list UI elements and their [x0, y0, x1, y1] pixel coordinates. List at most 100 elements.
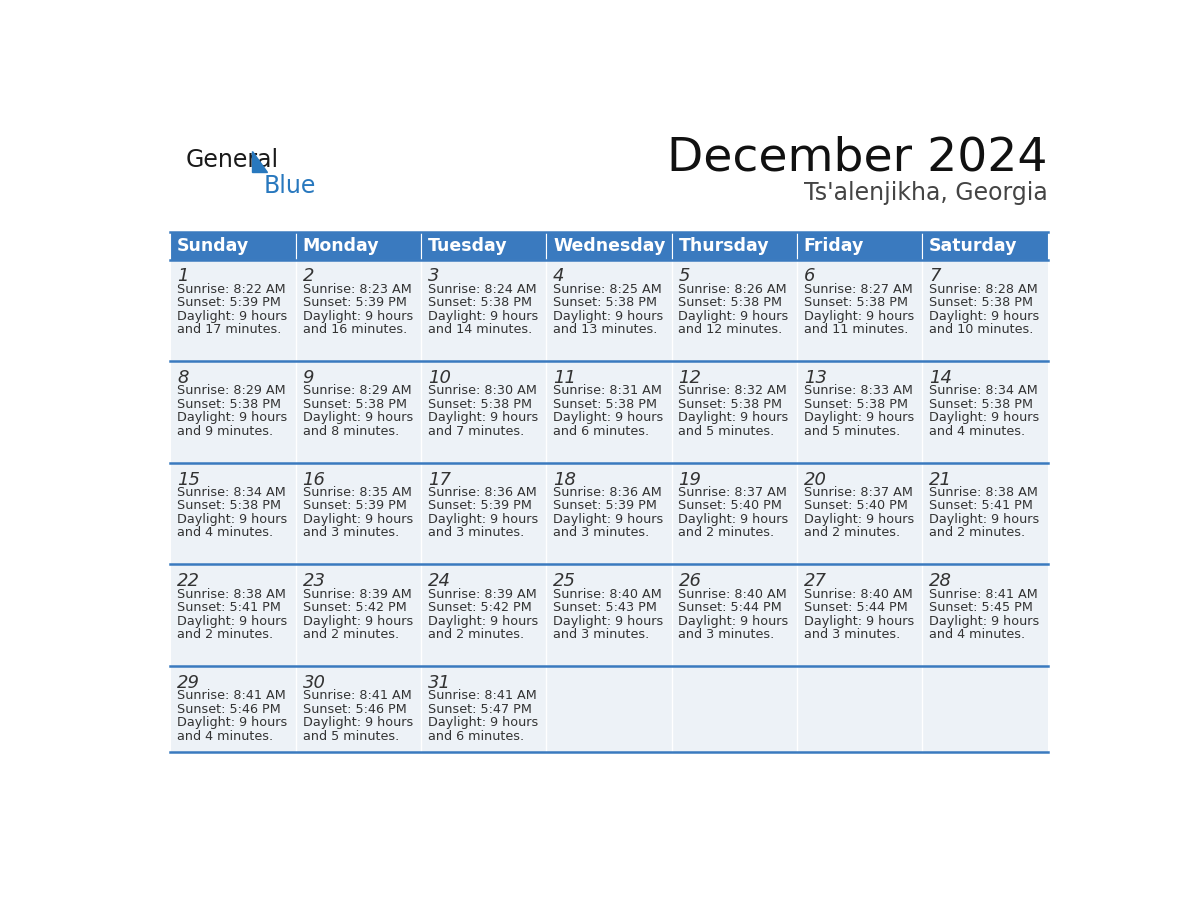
Text: and 4 minutes.: and 4 minutes.: [177, 730, 273, 743]
Text: Daylight: 9 hours: Daylight: 9 hours: [554, 411, 663, 424]
Text: Daylight: 9 hours: Daylight: 9 hours: [428, 513, 538, 526]
Text: 29: 29: [177, 674, 200, 692]
Text: Sunrise: 8:39 AM: Sunrise: 8:39 AM: [428, 588, 537, 600]
Text: Sunset: 5:38 PM: Sunset: 5:38 PM: [678, 297, 783, 309]
Bar: [546, 232, 671, 260]
Bar: [421, 666, 546, 753]
Bar: [170, 666, 296, 753]
Text: and 10 minutes.: and 10 minutes.: [929, 323, 1034, 336]
Text: Sunday: Sunday: [177, 237, 249, 254]
Text: 17: 17: [428, 471, 450, 488]
Bar: [922, 666, 1048, 753]
Text: and 12 minutes.: and 12 minutes.: [678, 323, 783, 336]
Text: and 14 minutes.: and 14 minutes.: [428, 323, 532, 336]
Text: 6: 6: [804, 267, 815, 285]
Text: Sunrise: 8:34 AM: Sunrise: 8:34 AM: [929, 385, 1038, 397]
Text: Sunrise: 8:35 AM: Sunrise: 8:35 AM: [303, 486, 411, 498]
Text: Sunrise: 8:32 AM: Sunrise: 8:32 AM: [678, 385, 788, 397]
Text: Sunset: 5:38 PM: Sunset: 5:38 PM: [303, 397, 406, 410]
Text: and 3 minutes.: and 3 minutes.: [554, 526, 650, 540]
Text: and 6 minutes.: and 6 minutes.: [428, 730, 524, 743]
Text: Blue: Blue: [264, 174, 316, 197]
Text: Sunrise: 8:39 AM: Sunrise: 8:39 AM: [303, 588, 411, 600]
Text: Daylight: 9 hours: Daylight: 9 hours: [804, 614, 914, 628]
Text: Daylight: 9 hours: Daylight: 9 hours: [428, 411, 538, 424]
Text: Sunrise: 8:40 AM: Sunrise: 8:40 AM: [678, 588, 788, 600]
Bar: [170, 565, 296, 666]
Text: Sunset: 5:47 PM: Sunset: 5:47 PM: [428, 702, 532, 716]
Text: 13: 13: [804, 369, 827, 386]
Text: Sunset: 5:41 PM: Sunset: 5:41 PM: [177, 601, 282, 614]
Bar: [296, 463, 421, 565]
Text: Sunset: 5:38 PM: Sunset: 5:38 PM: [177, 397, 282, 410]
Text: Daylight: 9 hours: Daylight: 9 hours: [554, 614, 663, 628]
Text: Daylight: 9 hours: Daylight: 9 hours: [554, 309, 663, 322]
Text: Daylight: 9 hours: Daylight: 9 hours: [177, 309, 287, 322]
Text: Daylight: 9 hours: Daylight: 9 hours: [177, 614, 287, 628]
Bar: [922, 463, 1048, 565]
Text: Sunset: 5:39 PM: Sunset: 5:39 PM: [303, 297, 406, 309]
Text: Daylight: 9 hours: Daylight: 9 hours: [303, 614, 412, 628]
Text: Sunrise: 8:37 AM: Sunrise: 8:37 AM: [678, 486, 788, 498]
Text: Daylight: 9 hours: Daylight: 9 hours: [804, 309, 914, 322]
Text: Sunset: 5:38 PM: Sunset: 5:38 PM: [428, 297, 532, 309]
Text: Sunset: 5:38 PM: Sunset: 5:38 PM: [804, 297, 908, 309]
Text: 23: 23: [303, 572, 326, 590]
Text: and 6 minutes.: and 6 minutes.: [554, 425, 650, 438]
Text: Sunset: 5:39 PM: Sunset: 5:39 PM: [428, 499, 532, 512]
Text: and 11 minutes.: and 11 minutes.: [804, 323, 908, 336]
Text: Daylight: 9 hours: Daylight: 9 hours: [428, 614, 538, 628]
Text: Sunrise: 8:41 AM: Sunrise: 8:41 AM: [929, 588, 1038, 600]
Text: Sunset: 5:44 PM: Sunset: 5:44 PM: [804, 601, 908, 614]
Text: and 7 minutes.: and 7 minutes.: [428, 425, 524, 438]
Text: 8: 8: [177, 369, 189, 386]
Bar: [170, 463, 296, 565]
Text: 10: 10: [428, 369, 450, 386]
Bar: [797, 565, 922, 666]
Text: Sunrise: 8:37 AM: Sunrise: 8:37 AM: [804, 486, 912, 498]
Text: Sunset: 5:44 PM: Sunset: 5:44 PM: [678, 601, 782, 614]
Text: Daylight: 9 hours: Daylight: 9 hours: [303, 513, 412, 526]
Text: Sunset: 5:38 PM: Sunset: 5:38 PM: [554, 297, 657, 309]
Text: Sunrise: 8:27 AM: Sunrise: 8:27 AM: [804, 283, 912, 296]
Text: 25: 25: [554, 572, 576, 590]
Text: and 2 minutes.: and 2 minutes.: [929, 526, 1025, 540]
Text: Tuesday: Tuesday: [428, 237, 507, 254]
Polygon shape: [252, 151, 267, 172]
Bar: [421, 463, 546, 565]
Text: Sunrise: 8:28 AM: Sunrise: 8:28 AM: [929, 283, 1038, 296]
Bar: [170, 260, 296, 361]
Bar: [797, 463, 922, 565]
Text: Daylight: 9 hours: Daylight: 9 hours: [678, 309, 789, 322]
Bar: [671, 361, 797, 463]
Text: Sunset: 5:38 PM: Sunset: 5:38 PM: [678, 397, 783, 410]
Text: Sunrise: 8:40 AM: Sunrise: 8:40 AM: [804, 588, 912, 600]
Text: 11: 11: [554, 369, 576, 386]
Text: and 9 minutes.: and 9 minutes.: [177, 425, 273, 438]
Text: and 5 minutes.: and 5 minutes.: [804, 425, 901, 438]
Bar: [797, 361, 922, 463]
Text: Sunrise: 8:29 AM: Sunrise: 8:29 AM: [177, 385, 286, 397]
Text: 28: 28: [929, 572, 952, 590]
Text: and 3 minutes.: and 3 minutes.: [678, 628, 775, 641]
Text: Sunset: 5:42 PM: Sunset: 5:42 PM: [428, 601, 531, 614]
Bar: [170, 232, 296, 260]
Text: and 2 minutes.: and 2 minutes.: [428, 628, 524, 641]
Text: 21: 21: [929, 471, 952, 488]
Text: Daylight: 9 hours: Daylight: 9 hours: [303, 716, 412, 729]
Text: Sunrise: 8:25 AM: Sunrise: 8:25 AM: [554, 283, 662, 296]
Bar: [170, 361, 296, 463]
Text: and 16 minutes.: and 16 minutes.: [303, 323, 406, 336]
Text: Sunset: 5:39 PM: Sunset: 5:39 PM: [554, 499, 657, 512]
Text: 16: 16: [303, 471, 326, 488]
Text: Friday: Friday: [804, 237, 864, 254]
Text: 7: 7: [929, 267, 941, 285]
Text: Wednesday: Wednesday: [554, 237, 665, 254]
Bar: [671, 260, 797, 361]
Text: Sunset: 5:38 PM: Sunset: 5:38 PM: [929, 297, 1034, 309]
Text: Sunset: 5:45 PM: Sunset: 5:45 PM: [929, 601, 1034, 614]
Bar: [421, 232, 546, 260]
Text: Daylight: 9 hours: Daylight: 9 hours: [177, 411, 287, 424]
Bar: [671, 666, 797, 753]
Text: Sunset: 5:39 PM: Sunset: 5:39 PM: [303, 499, 406, 512]
